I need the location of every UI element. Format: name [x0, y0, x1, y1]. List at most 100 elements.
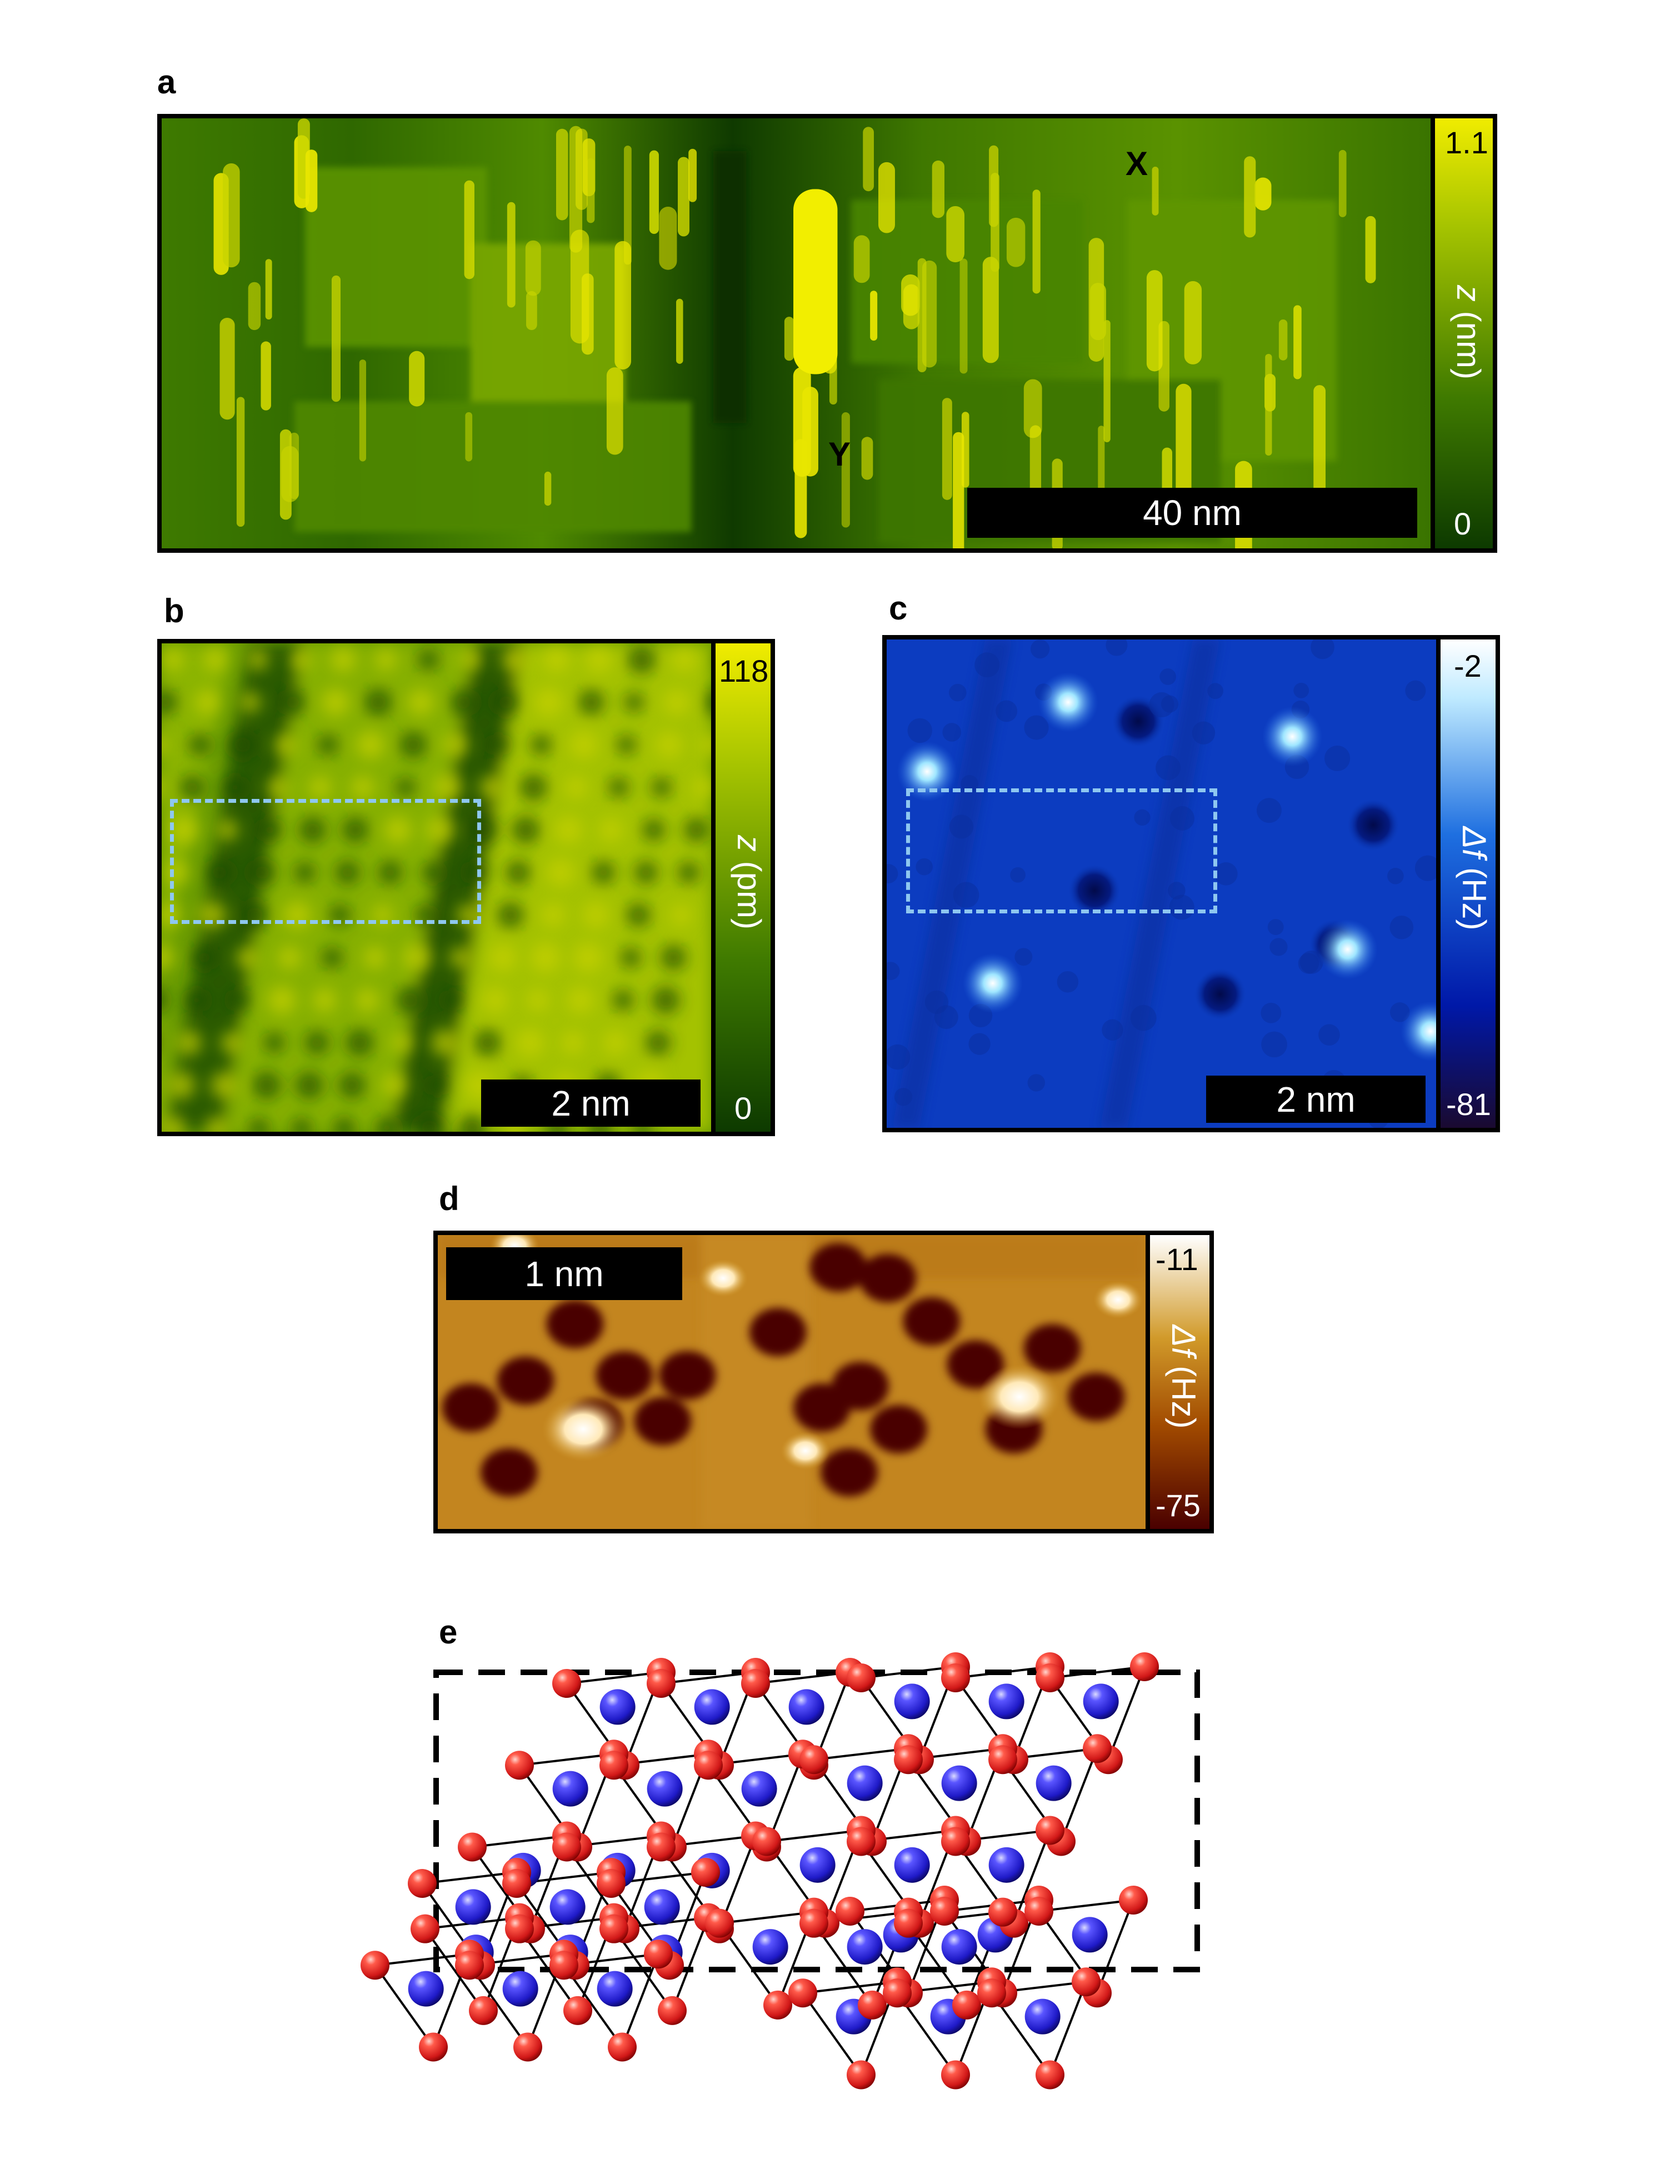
- lattice-dot: [418, 649, 439, 671]
- red-atom: [1024, 1886, 1053, 1915]
- bright-spot: [1093, 1281, 1143, 1319]
- blue-atom: [599, 1689, 636, 1725]
- colorbar-label-b: z (pm): [731, 835, 768, 929]
- topography-image-b: 2 nm: [157, 639, 716, 1136]
- pit-small: [1106, 639, 1128, 656]
- bond-triangle: [1001, 1747, 1099, 1844]
- afm-image-d: 1 nm: [433, 1231, 1150, 1533]
- pit-small: [1024, 715, 1049, 740]
- pit: [859, 1253, 917, 1303]
- lattice-dot: [427, 1075, 447, 1096]
- red-atom: [1036, 2060, 1064, 2090]
- red-atom: [999, 1908, 1028, 1938]
- blue-atom: [599, 1852, 636, 1888]
- red-atom: [599, 1740, 628, 1769]
- pit-small: [1414, 855, 1436, 881]
- colorbar-min-a: 0: [1454, 506, 1472, 541]
- lattice-dot: [267, 777, 288, 798]
- red-atom: [858, 1827, 887, 1856]
- lattice-dots-b: [162, 646, 711, 1132]
- lattice-dot: [535, 688, 563, 716]
- red-atom: [836, 1658, 864, 1687]
- lattice-dot: [469, 816, 497, 844]
- colorbar-max-d: -11: [1156, 1242, 1198, 1277]
- lattice-dot: [450, 689, 477, 716]
- lattice-dot: [434, 773, 462, 802]
- lattice-dot: [239, 692, 261, 713]
- blue-atom: [883, 1917, 919, 1953]
- red-atom: [905, 1745, 934, 1775]
- colorbar-max-a: 1.1: [1445, 125, 1488, 160]
- scale-bar-d: 1 nm: [446, 1247, 682, 1300]
- red-atom: [941, 1652, 970, 1681]
- red-atom: [752, 1832, 781, 1862]
- streak: [676, 298, 683, 364]
- red-atom: [644, 1940, 673, 1969]
- lattice-dot: [236, 947, 258, 969]
- red-atom: [799, 1908, 828, 1938]
- bond-triangle: [706, 1752, 805, 1850]
- red-atom: [705, 1914, 734, 1943]
- pit-small: [887, 864, 898, 883]
- pit-small: [942, 723, 962, 742]
- lattice-dot: [519, 773, 547, 801]
- red-atom: [941, 1827, 970, 1856]
- red-atom: [1083, 1734, 1112, 1763]
- red-atom: [752, 1827, 781, 1856]
- lattice-dot: [396, 777, 416, 797]
- red-atom: [1119, 1886, 1148, 1915]
- lattice-dot: [352, 776, 374, 799]
- dark-pits-d: [442, 1243, 1125, 1497]
- blue-atom: [1083, 1683, 1119, 1720]
- blue-atom: [894, 1847, 930, 1883]
- red-atom: [799, 1897, 828, 1927]
- red-atom: [799, 1751, 828, 1780]
- bond-triangle: [420, 1871, 519, 1968]
- lattice-dot: [612, 989, 634, 1011]
- streak: [1029, 425, 1042, 499]
- bond-triangle: [812, 1747, 911, 1844]
- pit-small: [1298, 953, 1319, 974]
- blue-atom: [988, 1847, 1024, 1883]
- lattice-dot: [223, 776, 247, 799]
- adatom-glow: [1262, 706, 1323, 767]
- lattice-dot: [176, 1030, 202, 1056]
- red-atom: [941, 1663, 970, 1692]
- colorbar-d: -11 -75 Δf (Hz): [1146, 1231, 1214, 1533]
- lattice-dot: [247, 649, 269, 671]
- pit-small: [1269, 938, 1288, 956]
- streak: [556, 128, 568, 221]
- lattice-dot: [684, 817, 709, 843]
- lattice-dot: [634, 861, 658, 884]
- dashed-unit-cell-e: [433, 1670, 1200, 1972]
- colorbar-a: 1.1 0 z (nm): [1431, 114, 1497, 553]
- blue-atom: [458, 1935, 494, 1971]
- lattice-dot: [431, 1028, 459, 1057]
- streak: [305, 149, 318, 212]
- red-atom: [552, 1821, 581, 1851]
- pit-small: [1387, 867, 1404, 884]
- streak: [1313, 385, 1326, 508]
- bond-triangle: [717, 1911, 816, 2008]
- red-atom: [563, 1996, 592, 2025]
- lattice-dot: [570, 731, 597, 758]
- pit-small: [887, 1044, 911, 1070]
- streak: [678, 157, 689, 237]
- streak: [409, 351, 425, 407]
- lattice-dot: [221, 1032, 243, 1054]
- lattice-dot: [626, 903, 651, 927]
- pit-small: [1161, 695, 1179, 713]
- red-atom: [847, 1663, 876, 1692]
- panel-label-c: c: [889, 589, 908, 627]
- bond-triangle: [859, 1829, 958, 1926]
- streak: [359, 359, 366, 462]
- pit-small: [1267, 919, 1284, 936]
- red-atom: [505, 1751, 534, 1780]
- pit-small: [1389, 915, 1414, 939]
- lattice-dot: [322, 947, 343, 968]
- lattice-dot: [542, 903, 564, 927]
- pit: [903, 1297, 961, 1346]
- pit-small: [953, 882, 979, 908]
- red-atom: [836, 1897, 864, 1926]
- lattice-dot: [479, 776, 503, 799]
